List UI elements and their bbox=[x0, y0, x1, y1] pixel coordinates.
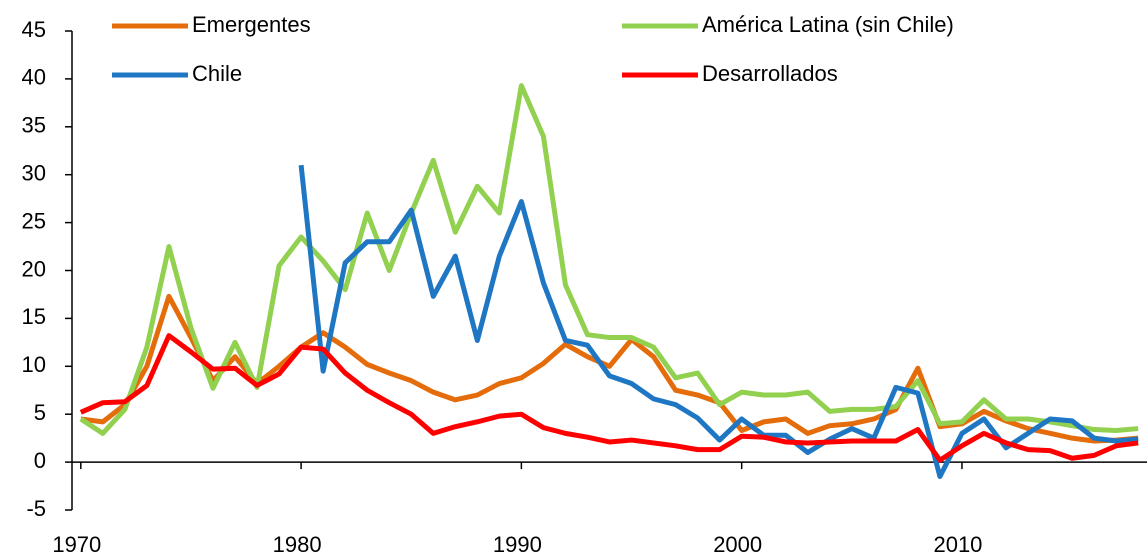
y-tick-label: 15 bbox=[22, 304, 46, 329]
legend-label: América Latina (sin Chile) bbox=[702, 12, 954, 37]
data-line bbox=[79, 83, 1139, 436]
x-tick-label: 1980 bbox=[273, 532, 322, 557]
y-tick-label: 20 bbox=[22, 256, 46, 281]
y-tick-label: 10 bbox=[22, 352, 46, 377]
y-tick-label: -5 bbox=[26, 496, 46, 521]
x-tick-label: 1990 bbox=[493, 532, 542, 557]
y-tick-label: 45 bbox=[22, 17, 46, 42]
y-tick-label: 40 bbox=[22, 65, 46, 90]
legend-label: Chile bbox=[192, 61, 242, 86]
x-tick-label: 2010 bbox=[933, 532, 982, 557]
y-tick-label: 35 bbox=[22, 113, 46, 138]
x-tick-label: 2000 bbox=[713, 532, 762, 557]
data-line bbox=[79, 333, 1139, 463]
legend-label: Desarrollados bbox=[702, 61, 838, 86]
legend-label: Emergentes bbox=[192, 12, 311, 37]
y-tick-label: 5 bbox=[34, 400, 46, 425]
y-tick-label: 30 bbox=[22, 161, 46, 186]
y-tick-label: 25 bbox=[22, 208, 46, 233]
y-tick-label: 0 bbox=[34, 448, 46, 473]
x-tick-label: 1970 bbox=[52, 532, 101, 557]
